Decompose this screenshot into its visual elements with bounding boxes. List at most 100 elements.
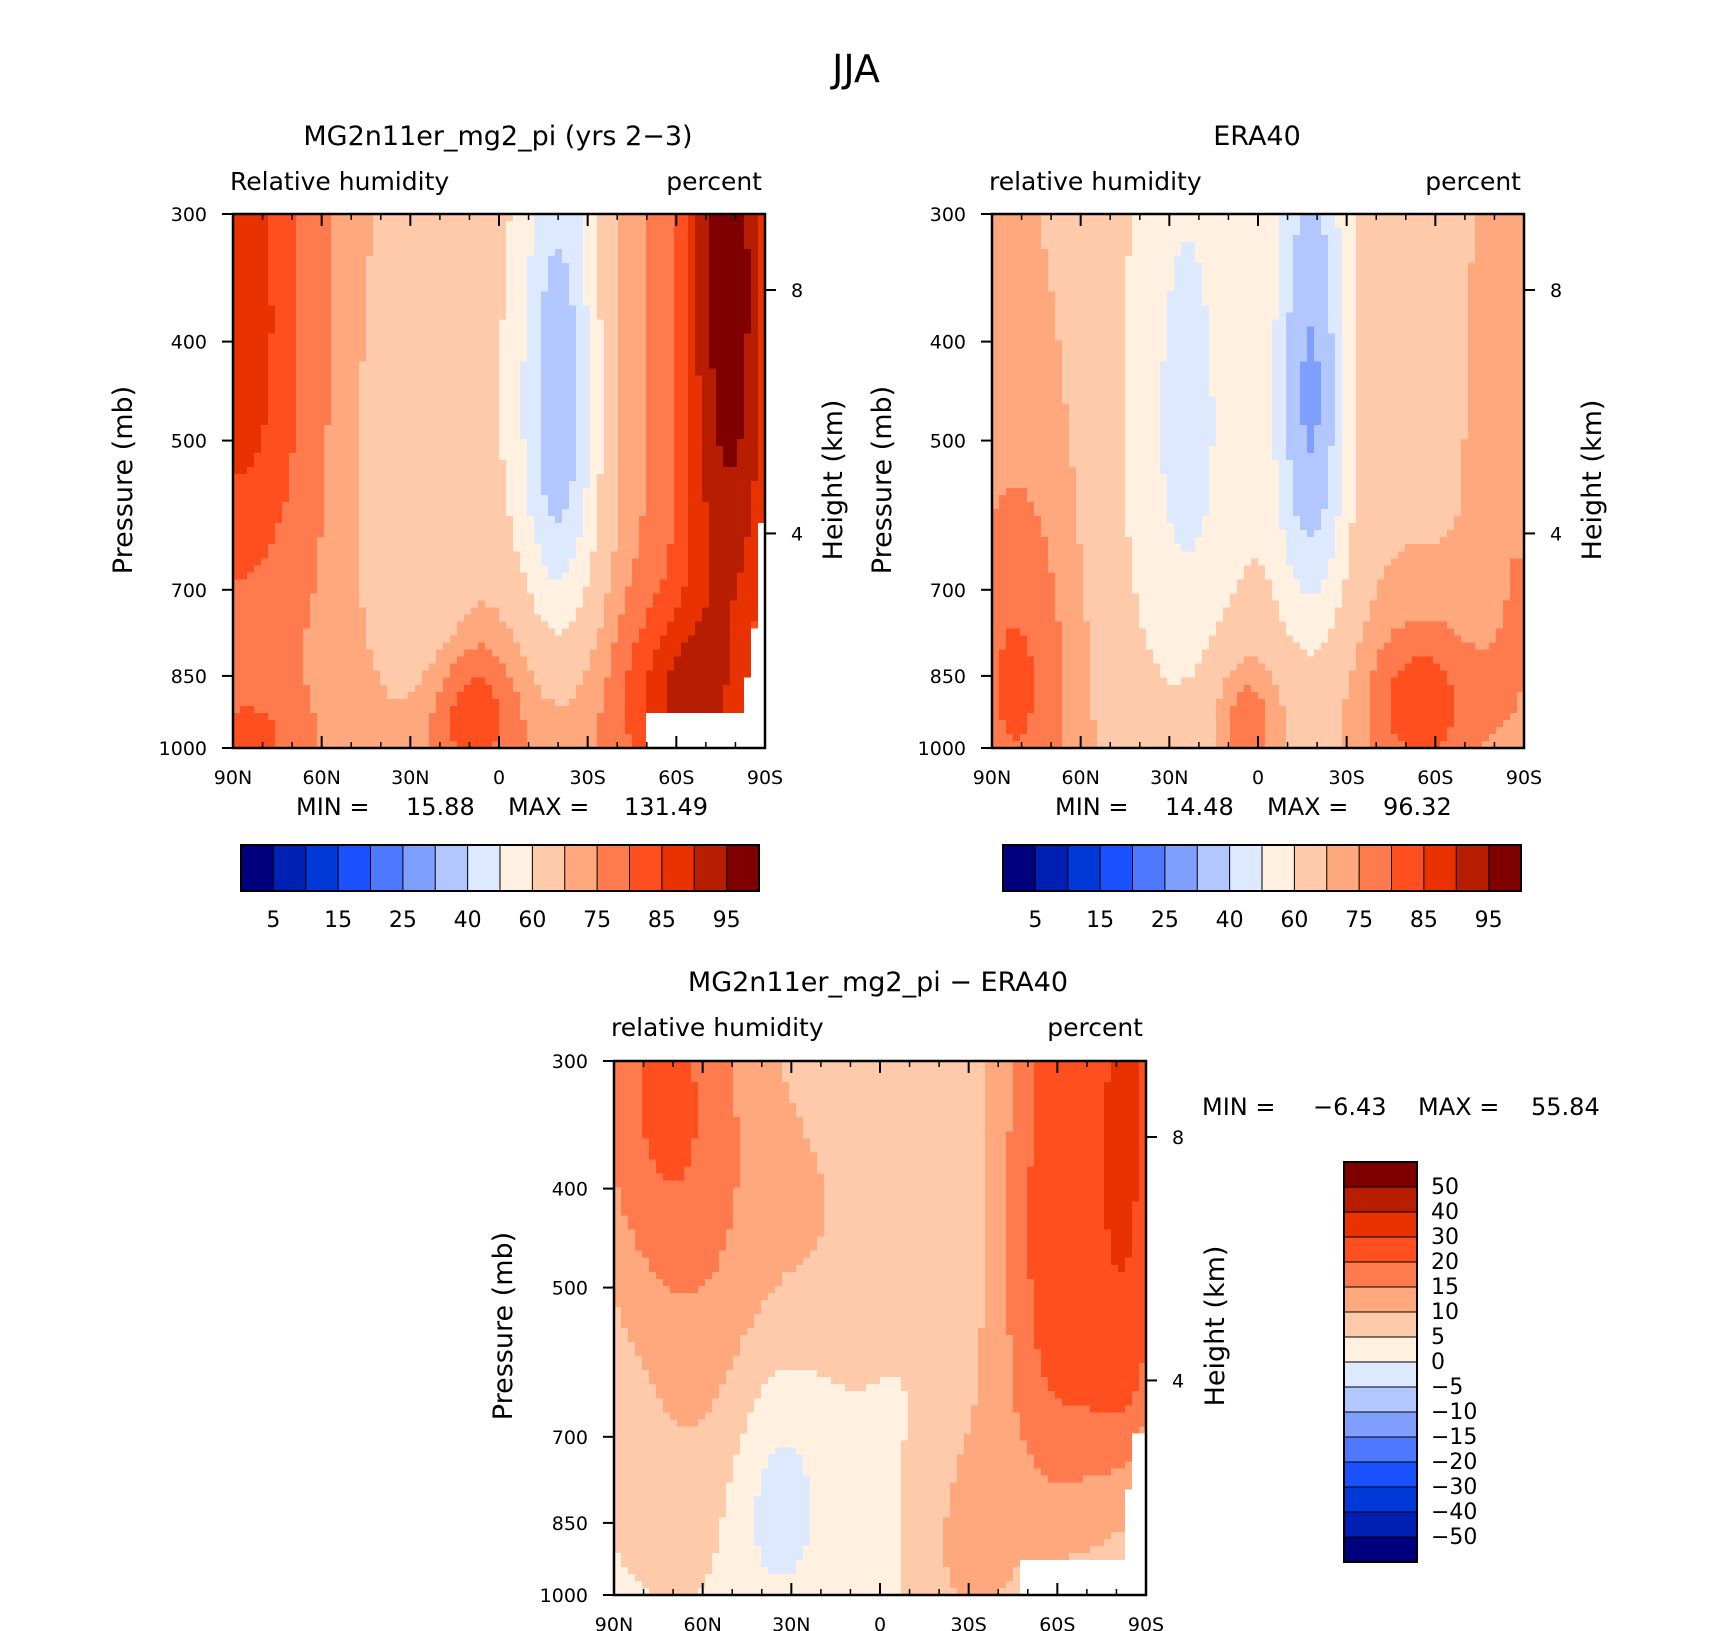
contour-cell (520, 256, 528, 264)
contour-cell (590, 466, 598, 475)
contour-cell (751, 551, 759, 559)
contour-cell (527, 488, 535, 496)
contour-cell (653, 396, 661, 405)
contour-cell (338, 558, 346, 566)
contour-cell (317, 284, 325, 292)
contour-cell (632, 459, 640, 468)
contour-cell (366, 565, 374, 573)
contour-cell (352, 558, 360, 566)
contour-cell (618, 312, 626, 320)
contour-cell (247, 333, 255, 342)
contour-cell (359, 663, 367, 672)
contour-cell (604, 312, 612, 320)
contour-cell (324, 354, 332, 363)
contour-cell (583, 642, 591, 651)
contour-cell (730, 635, 738, 644)
contour-cell (569, 649, 577, 658)
contour-cell (597, 628, 605, 637)
contour-cell (534, 572, 542, 580)
contour-cell (352, 228, 360, 236)
contour-cell (352, 452, 360, 461)
contour-cell (422, 410, 430, 419)
contour-cell (660, 298, 668, 306)
contour-cell (751, 530, 759, 538)
contour-cell (513, 502, 521, 510)
contour-cell (247, 347, 255, 356)
contour-cell (359, 488, 367, 496)
contour-cell (667, 298, 675, 306)
contour-cell (464, 452, 472, 461)
contour-cell (401, 516, 409, 524)
contour-cell (366, 621, 374, 630)
contour-cell (569, 326, 577, 335)
contour-cell (590, 649, 598, 658)
contour-cell (387, 593, 395, 602)
contour-cell (688, 354, 696, 363)
contour-cell (352, 656, 360, 665)
contour-cell (653, 572, 661, 580)
contour-cell (499, 466, 507, 475)
contour-cell (296, 586, 304, 595)
contour-cell (366, 635, 374, 644)
contour-cell (709, 256, 717, 264)
contour-cell (520, 214, 528, 222)
contour-cell (660, 410, 668, 419)
contour-cell (303, 607, 311, 616)
contour-cell (604, 544, 612, 552)
contour-cell (758, 242, 766, 250)
contour-cell (541, 305, 549, 313)
contour-cell (436, 368, 444, 377)
contour-cell (240, 488, 248, 496)
contour-cell (485, 621, 493, 630)
contour-cell (751, 277, 759, 285)
contour-cell (646, 488, 654, 496)
contour-cell (373, 340, 381, 349)
contour-cell (646, 565, 654, 573)
contour-cell (289, 270, 297, 278)
contour-cell (744, 607, 752, 616)
contour-cell (310, 375, 318, 384)
contour-cell (485, 312, 493, 320)
contour-cell (268, 656, 276, 665)
contour-cell (296, 614, 304, 623)
contour-cell (401, 319, 409, 328)
contour-cell (338, 263, 346, 271)
contour-cell (576, 375, 584, 384)
contour-cell (296, 495, 304, 503)
contour-cell (583, 488, 591, 496)
contour-cell (702, 361, 710, 370)
contour-cell (282, 396, 290, 405)
contour-cell (667, 621, 675, 630)
contour-cell (737, 565, 745, 573)
contour-cell (471, 410, 479, 419)
contour-cell (415, 537, 423, 545)
contour-cell (429, 663, 437, 672)
contour-cell (548, 277, 556, 285)
contour-cell (688, 642, 696, 651)
panel-model-plot (233, 214, 766, 749)
contour-cell (296, 347, 304, 356)
contour-cell (674, 263, 682, 271)
contour-cell (247, 466, 255, 475)
contour-cell (233, 452, 241, 461)
contour-cell (744, 621, 752, 630)
contour-cell (247, 403, 255, 412)
contour-cell (268, 572, 276, 580)
contour-cell (618, 481, 626, 489)
contour-cell (632, 473, 640, 482)
contour-cell (548, 389, 556, 398)
contour-cell (520, 340, 528, 349)
contour-cell (604, 614, 612, 623)
contour-cell (401, 649, 409, 658)
contour-cell (660, 424, 668, 433)
contour-cell (583, 516, 591, 524)
contour-cell (268, 256, 276, 264)
contour-cell (555, 235, 563, 243)
contour-cell (464, 466, 472, 475)
contour-cell (632, 340, 640, 349)
contour-cell (541, 614, 549, 623)
contour-cell (639, 607, 647, 616)
contour-cell (359, 481, 367, 489)
contour-cell (401, 431, 409, 440)
contour-cell (464, 340, 472, 349)
